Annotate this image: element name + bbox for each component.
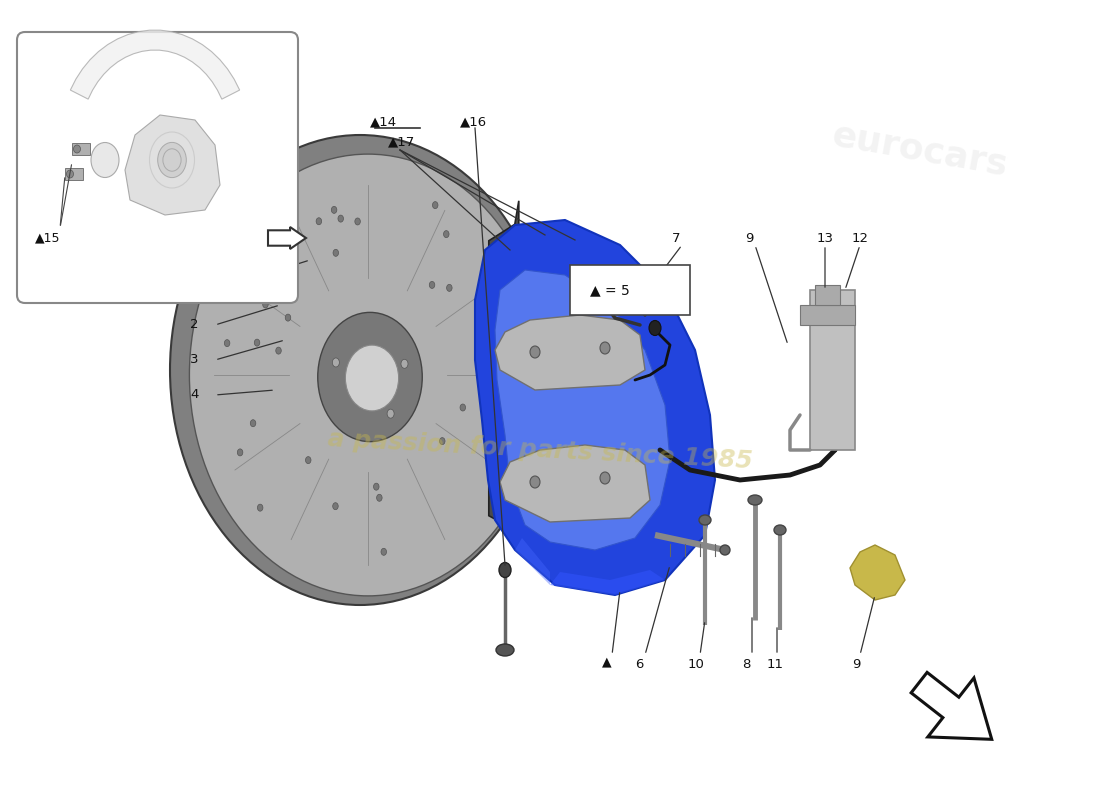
Polygon shape xyxy=(515,538,550,585)
Polygon shape xyxy=(70,30,240,99)
Ellipse shape xyxy=(287,207,293,214)
Ellipse shape xyxy=(440,438,446,445)
Polygon shape xyxy=(475,220,715,595)
Polygon shape xyxy=(810,290,855,450)
Ellipse shape xyxy=(460,404,465,411)
Ellipse shape xyxy=(251,420,256,426)
Ellipse shape xyxy=(774,525,786,535)
Text: 4: 4 xyxy=(190,389,198,402)
Text: 2: 2 xyxy=(190,318,198,331)
Text: 9: 9 xyxy=(852,658,860,671)
Ellipse shape xyxy=(332,502,338,510)
Ellipse shape xyxy=(490,370,495,376)
Text: 6: 6 xyxy=(635,658,643,671)
Text: ▲17: ▲17 xyxy=(388,135,416,148)
Ellipse shape xyxy=(482,319,487,326)
Text: 11: 11 xyxy=(767,658,784,671)
Ellipse shape xyxy=(381,548,386,555)
Ellipse shape xyxy=(276,347,282,354)
Ellipse shape xyxy=(499,562,512,578)
Ellipse shape xyxy=(402,359,408,368)
Text: 9: 9 xyxy=(745,231,754,245)
Ellipse shape xyxy=(238,449,243,456)
Ellipse shape xyxy=(345,345,398,411)
Ellipse shape xyxy=(429,282,434,289)
Text: 12: 12 xyxy=(852,231,869,245)
Text: 10: 10 xyxy=(688,658,705,671)
Ellipse shape xyxy=(748,495,762,505)
Ellipse shape xyxy=(163,149,182,171)
FancyBboxPatch shape xyxy=(16,32,298,303)
Text: 3: 3 xyxy=(190,354,198,366)
Text: ▲ = 5: ▲ = 5 xyxy=(590,283,629,297)
Ellipse shape xyxy=(432,202,438,209)
Ellipse shape xyxy=(189,154,547,596)
Text: ▲15: ▲15 xyxy=(35,231,60,245)
Ellipse shape xyxy=(318,312,422,442)
Polygon shape xyxy=(72,143,90,155)
Ellipse shape xyxy=(240,259,245,266)
Ellipse shape xyxy=(530,346,540,358)
Ellipse shape xyxy=(355,218,361,225)
Ellipse shape xyxy=(254,339,260,346)
Ellipse shape xyxy=(649,321,661,335)
Ellipse shape xyxy=(387,409,394,418)
Polygon shape xyxy=(815,285,840,305)
Ellipse shape xyxy=(530,476,540,488)
Text: 1: 1 xyxy=(190,283,198,297)
Polygon shape xyxy=(125,115,220,215)
Text: a passion for parts since 1985: a passion for parts since 1985 xyxy=(327,427,754,473)
Polygon shape xyxy=(500,445,650,522)
Text: ▲16: ▲16 xyxy=(460,115,487,128)
Ellipse shape xyxy=(600,472,610,484)
Ellipse shape xyxy=(257,504,263,511)
Ellipse shape xyxy=(332,358,340,367)
Ellipse shape xyxy=(447,284,452,291)
Ellipse shape xyxy=(331,206,337,214)
Ellipse shape xyxy=(338,215,343,222)
Ellipse shape xyxy=(376,494,382,502)
Ellipse shape xyxy=(502,434,507,440)
Text: 13: 13 xyxy=(817,231,834,245)
Ellipse shape xyxy=(720,545,730,555)
Ellipse shape xyxy=(263,301,268,308)
Ellipse shape xyxy=(698,515,711,525)
Ellipse shape xyxy=(224,340,230,346)
Text: 8: 8 xyxy=(742,658,750,671)
Polygon shape xyxy=(550,570,666,595)
Polygon shape xyxy=(850,545,905,600)
Ellipse shape xyxy=(316,218,321,225)
FancyBboxPatch shape xyxy=(570,265,690,315)
Ellipse shape xyxy=(157,142,186,178)
Ellipse shape xyxy=(600,342,610,354)
Text: ▲: ▲ xyxy=(602,655,612,668)
Polygon shape xyxy=(495,270,670,550)
Ellipse shape xyxy=(515,354,520,362)
Ellipse shape xyxy=(306,457,311,464)
Polygon shape xyxy=(268,227,306,249)
Polygon shape xyxy=(488,201,519,530)
Ellipse shape xyxy=(443,230,449,238)
Ellipse shape xyxy=(496,644,514,656)
Polygon shape xyxy=(65,168,82,180)
Ellipse shape xyxy=(285,314,290,321)
Ellipse shape xyxy=(66,170,74,178)
Ellipse shape xyxy=(91,142,119,178)
Polygon shape xyxy=(495,315,645,390)
Ellipse shape xyxy=(266,290,272,297)
Ellipse shape xyxy=(333,250,339,256)
Text: 7: 7 xyxy=(672,231,681,245)
Ellipse shape xyxy=(74,145,80,153)
Polygon shape xyxy=(800,305,855,325)
Ellipse shape xyxy=(374,483,379,490)
Text: ▲14: ▲14 xyxy=(370,115,397,128)
Ellipse shape xyxy=(484,286,490,293)
Polygon shape xyxy=(173,334,538,595)
Text: eurocars: eurocars xyxy=(829,118,1011,182)
Polygon shape xyxy=(911,672,992,739)
Ellipse shape xyxy=(170,135,550,605)
